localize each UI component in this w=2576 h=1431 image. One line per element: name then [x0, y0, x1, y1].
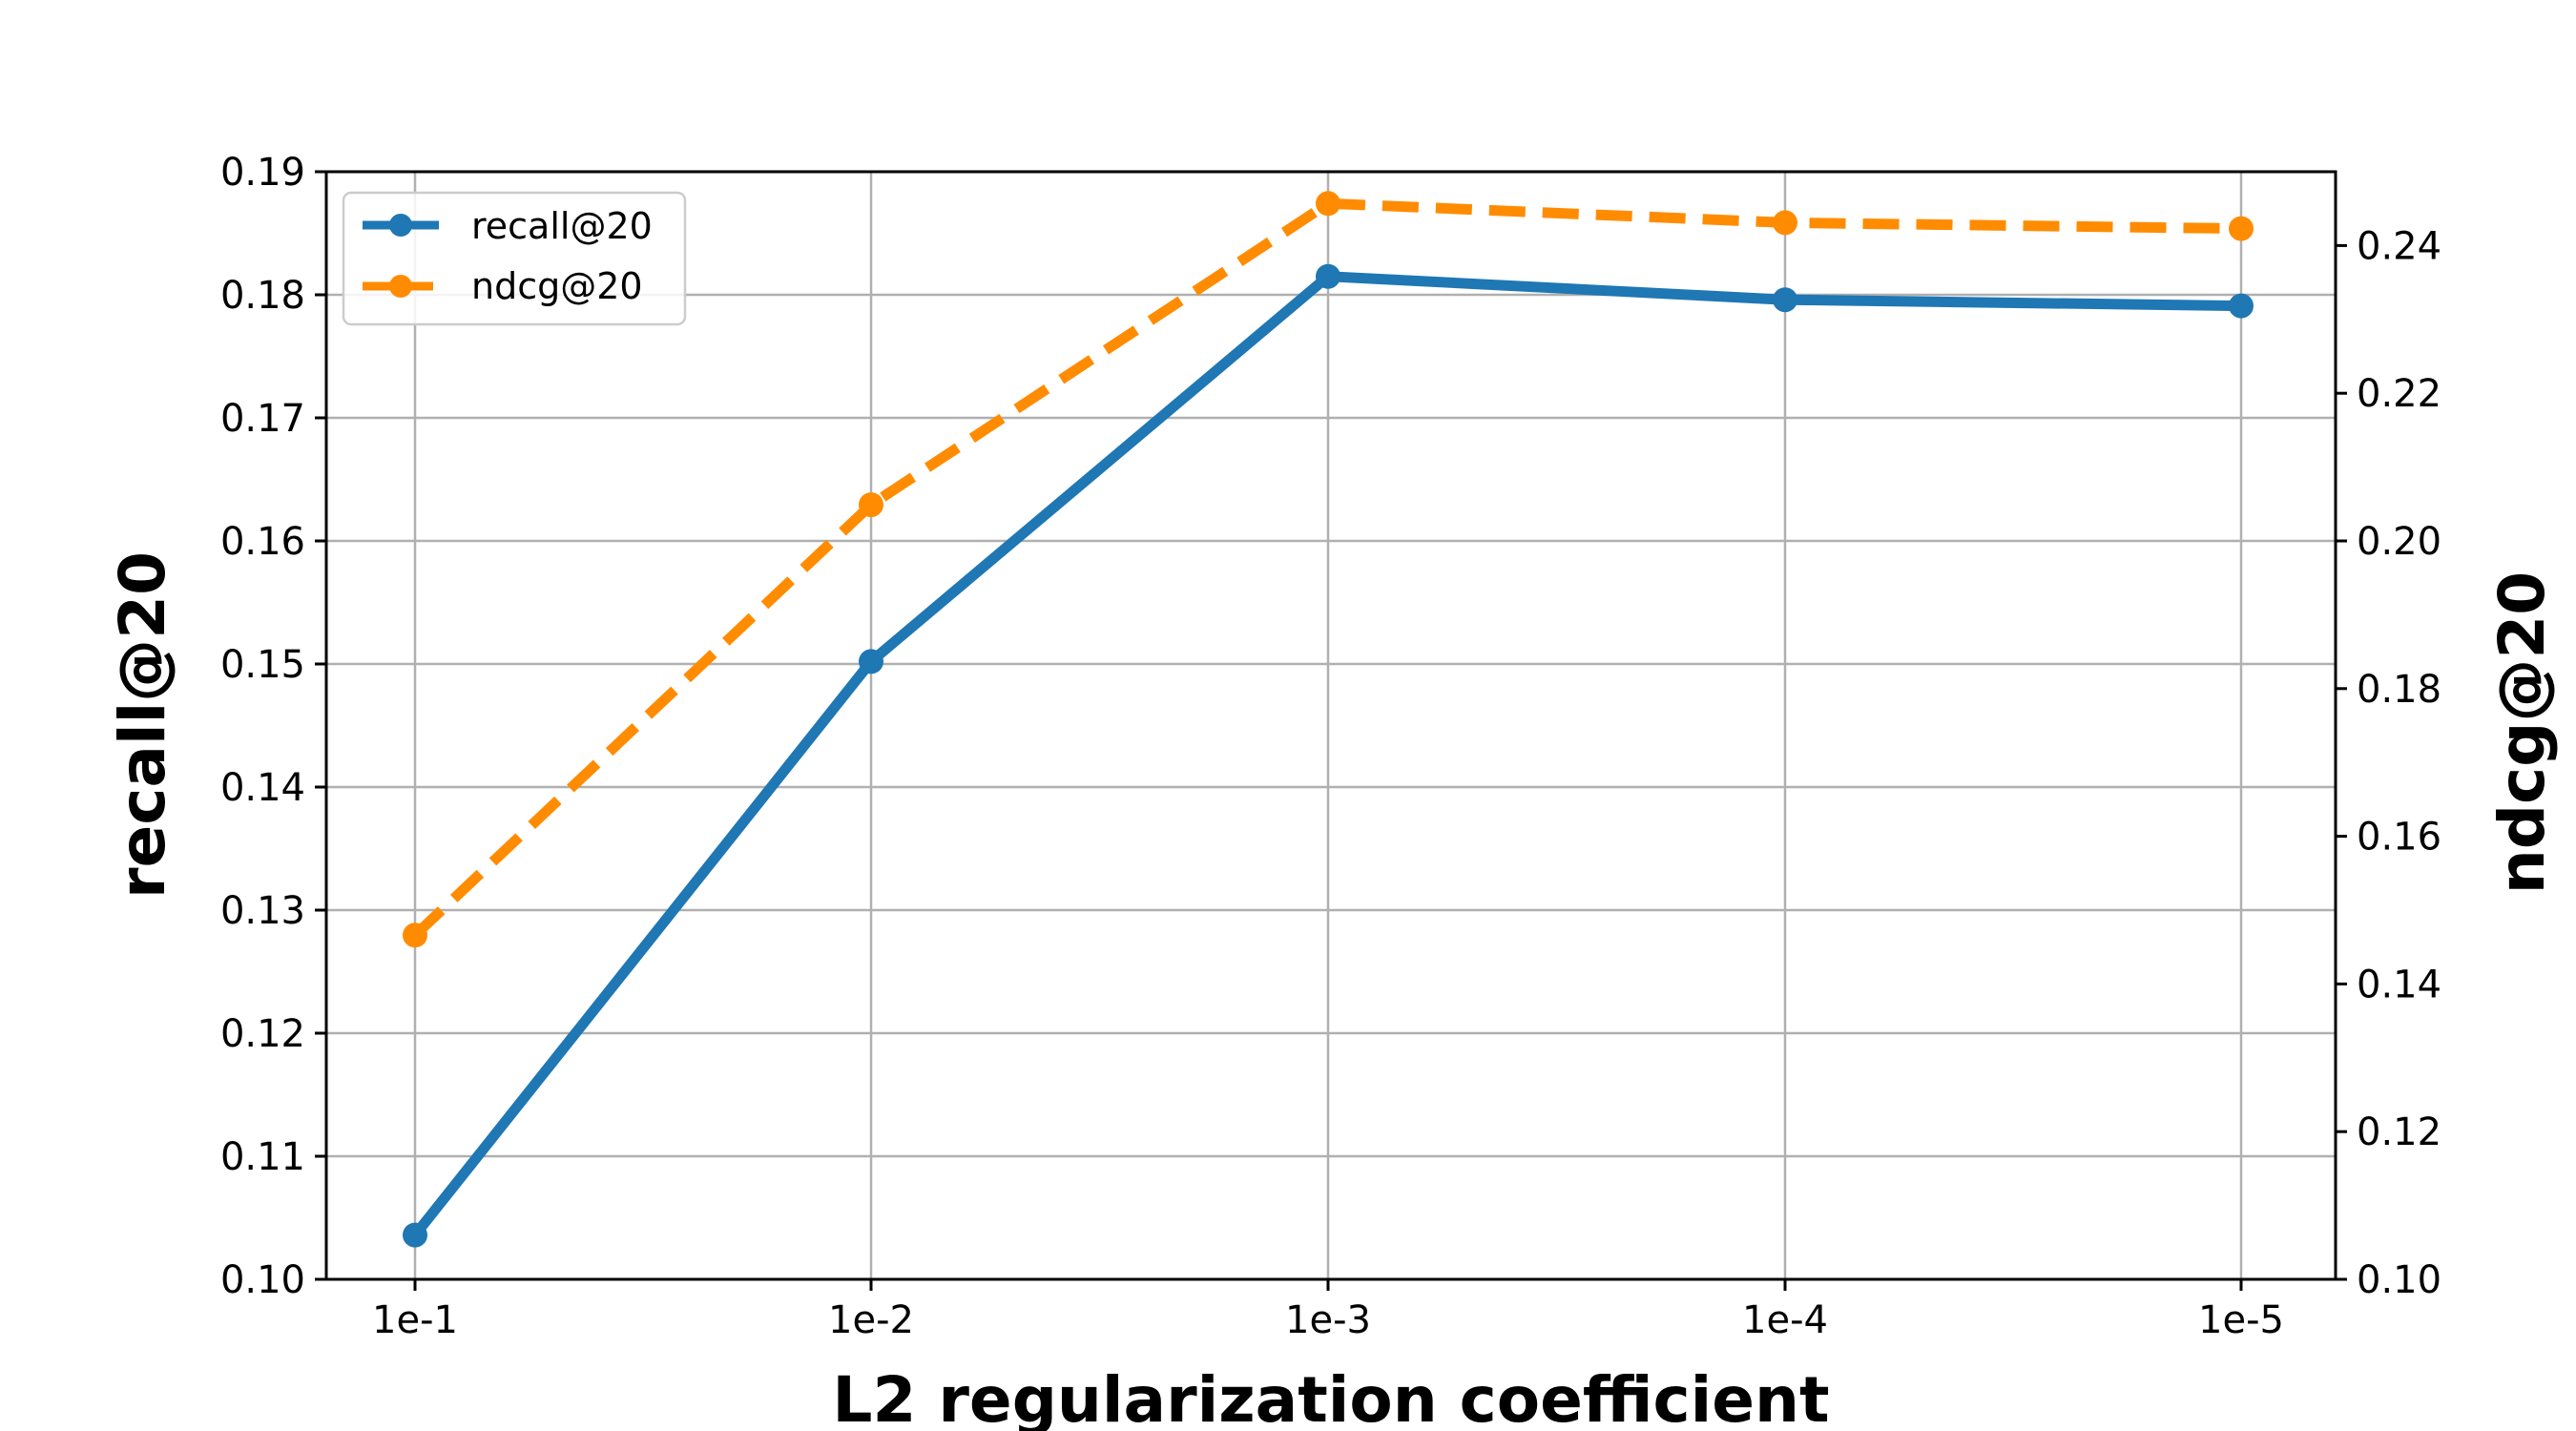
- series-line-ndcg-20: [411, 197, 2242, 940]
- data-point-recall-20: [403, 1222, 427, 1248]
- x-tick-label: 1e-2: [828, 1298, 914, 1342]
- left-y-axis-title: recall@20: [106, 551, 179, 899]
- x-axis-title: L2 regularization coefficient: [832, 1363, 1829, 1431]
- plot-frame: [324, 170, 2337, 1281]
- left-y-tick-label: 0.17: [220, 397, 305, 441]
- left-y-tick-label: 0.10: [220, 1258, 305, 1302]
- right-y-tick-label: 0.22: [2357, 372, 2441, 416]
- data-point-ndcg-20: [403, 923, 427, 948]
- right-y-tick-label: 0.20: [2357, 520, 2441, 564]
- right-y-tick-label: 0.18: [2357, 668, 2441, 712]
- data-point-ndcg-20: [2229, 216, 2254, 241]
- right-y-tick-label: 0.24: [2357, 224, 2441, 268]
- right-y-tick-label: 0.12: [2357, 1110, 2441, 1154]
- x-tick-label: 1e-5: [2198, 1298, 2284, 1342]
- left-y-tick-label: 0.19: [220, 151, 305, 195]
- left-y-tick-label: 0.11: [220, 1135, 305, 1179]
- left-y-tick-label: 0.15: [220, 643, 305, 687]
- data-point-recall-20: [859, 649, 883, 674]
- data-point-recall-20: [2229, 293, 2254, 319]
- legend-label-ndcg: ndcg@20: [471, 265, 643, 307]
- right-y-tick-label: 0.16: [2357, 816, 2441, 860]
- series-lines: [403, 191, 2254, 1248]
- legend: recall@20 ndcg@20: [342, 191, 687, 326]
- left-y-tick-label: 0.14: [220, 766, 305, 810]
- x-tick-label: 1e-3: [1285, 1298, 1371, 1342]
- data-point-ndcg-20: [1316, 191, 1340, 217]
- right-y-tick-label: 0.10: [2357, 1258, 2441, 1302]
- left-y-tick-label: 0.12: [220, 1012, 305, 1056]
- data-point-ndcg-20: [1773, 210, 1797, 236]
- left-y-tick-label: 0.16: [220, 520, 305, 564]
- data-point-recall-20: [1773, 287, 1797, 313]
- axis-ticks: 1e-1 1e-2 1e-3 1e-4 1e-5 0.10 0.11 0.12 0.13 0.14…: [220, 151, 2441, 1342]
- left-y-tick-label: 0.18: [220, 274, 305, 318]
- grid-lines: [326, 170, 2336, 1281]
- data-point-recall-20: [1316, 263, 1340, 289]
- legend-label-recall: recall@20: [471, 205, 653, 247]
- legend-marker-recall: [389, 214, 412, 237]
- right-y-tick-label: 0.14: [2357, 963, 2441, 1006]
- data-point-ndcg-20: [859, 492, 883, 518]
- right-y-axis-title: ndcg@20: [2485, 571, 2559, 894]
- legend-marker-ndcg: [389, 275, 412, 298]
- x-tick-label: 1e-4: [1742, 1298, 1828, 1342]
- x-tick-label: 1e-1: [372, 1298, 458, 1342]
- left-y-tick-label: 0.13: [220, 889, 305, 933]
